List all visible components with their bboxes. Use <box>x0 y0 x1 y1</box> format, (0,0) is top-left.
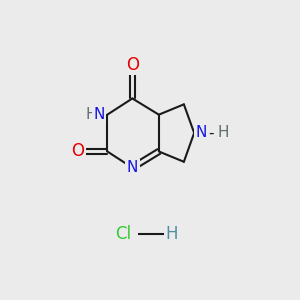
Text: Cl: Cl <box>116 225 132 243</box>
Text: H: H <box>85 107 97 122</box>
Text: N: N <box>196 125 207 140</box>
Text: H: H <box>166 225 178 243</box>
Text: N: N <box>94 107 105 122</box>
Text: N: N <box>127 160 138 175</box>
Text: O: O <box>71 142 84 160</box>
Text: H: H <box>217 125 229 140</box>
Text: -: - <box>208 125 214 140</box>
Text: O: O <box>126 56 139 74</box>
